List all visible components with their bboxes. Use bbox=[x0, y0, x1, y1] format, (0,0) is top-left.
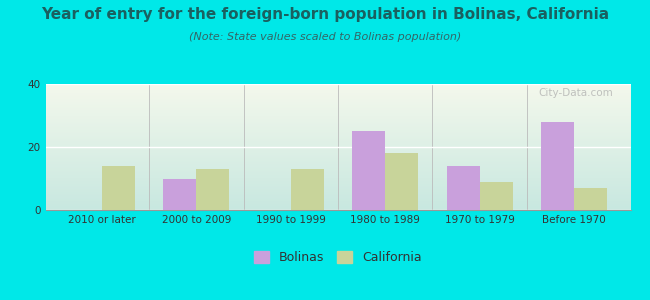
Text: City-Data.com: City-Data.com bbox=[538, 88, 613, 98]
Bar bbox=[102, 166, 135, 210]
Text: Year of entry for the foreign-born population in Bolinas, California: Year of entry for the foreign-born popul… bbox=[41, 8, 609, 22]
Bar bbox=[541, 122, 574, 210]
Bar bbox=[574, 188, 607, 210]
Text: (Note: State values scaled to Bolinas population): (Note: State values scaled to Bolinas po… bbox=[189, 32, 461, 41]
Bar bbox=[447, 166, 480, 210]
Bar bbox=[385, 153, 418, 210]
Bar bbox=[352, 131, 385, 210]
Bar bbox=[291, 169, 324, 210]
Bar bbox=[196, 169, 229, 210]
Legend: Bolinas, California: Bolinas, California bbox=[249, 246, 427, 269]
Bar bbox=[480, 182, 513, 210]
Bar bbox=[163, 178, 196, 210]
